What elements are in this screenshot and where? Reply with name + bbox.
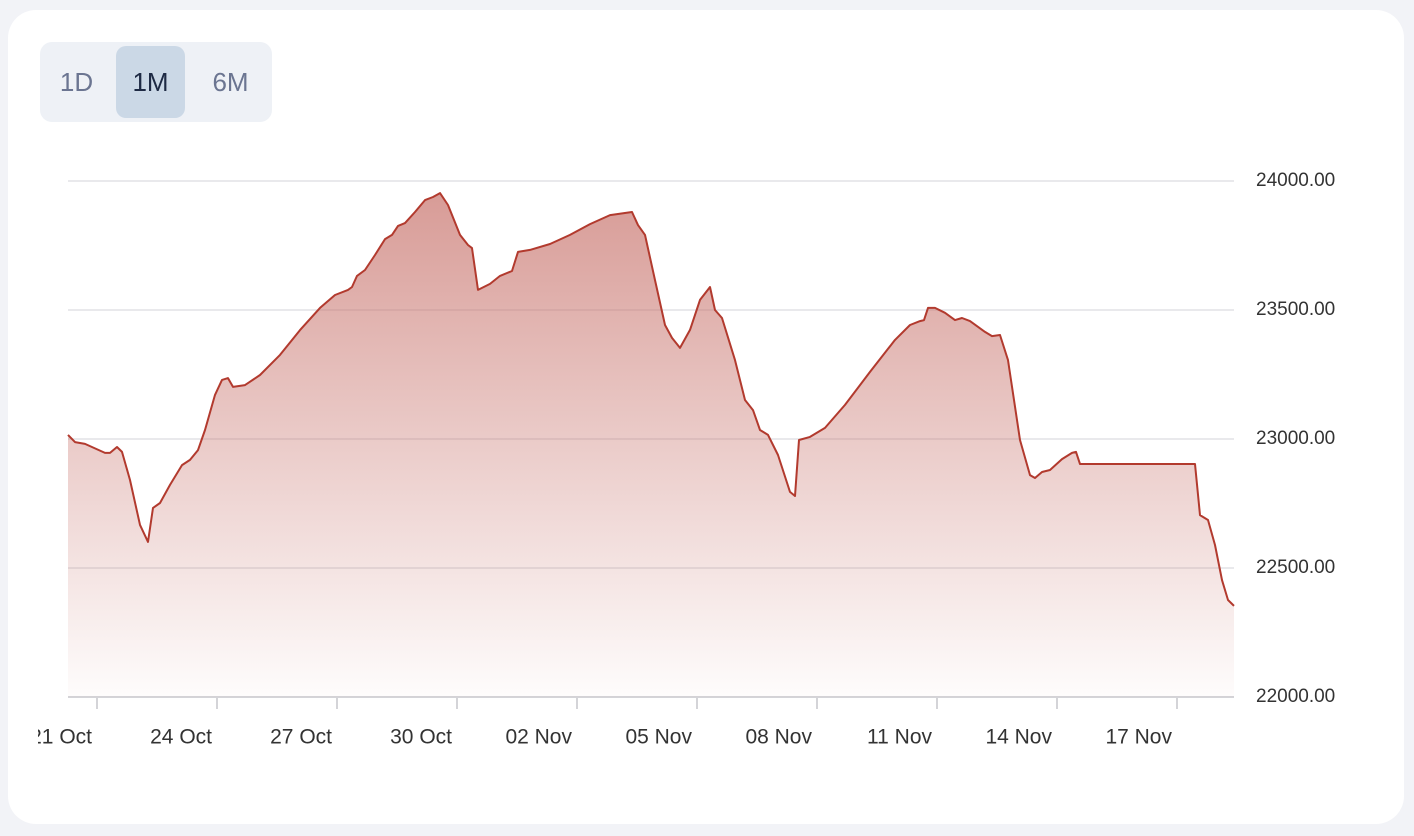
price-line xyxy=(67,192,1235,607)
range-button[interactable]: 6M xyxy=(212,67,249,97)
x-tick-label: 24 Oct xyxy=(150,726,212,749)
x-tick-label: 21 Oct xyxy=(30,726,92,749)
range-button[interactable]: 1M xyxy=(116,46,185,118)
range-button[interactable]: 1D xyxy=(59,67,94,97)
x-tick-label: 17 Nov xyxy=(1105,726,1172,749)
x-tick-label: 27 Oct xyxy=(270,726,332,749)
area-fill xyxy=(68,193,1234,697)
x-tick-label: 08 Nov xyxy=(745,726,812,749)
y-tick-label: 23500.00 xyxy=(1256,299,1335,320)
y-tick-label: 24000.00 xyxy=(1256,170,1335,191)
x-tick-label: 05 Nov xyxy=(625,726,692,749)
y-tick-label: 23000.00 xyxy=(1256,428,1335,449)
x-labels: 21 Oct 24 Oct 27 Oct 30 Oct 02 Nov 05 Nov 08 N… xyxy=(30,726,1172,749)
x-tick-label: 11 Nov xyxy=(867,726,932,749)
x-tick-label: 14 Nov xyxy=(985,726,1052,749)
range-selector: 1D 1M 6M xyxy=(40,42,272,122)
x-tick-label: 02 Nov xyxy=(505,726,572,749)
y-tick-label: 22000.00 xyxy=(1256,686,1335,707)
y-tick-label: 22500.00 xyxy=(1256,557,1335,578)
x-tick-label: 30 Oct xyxy=(390,726,452,749)
